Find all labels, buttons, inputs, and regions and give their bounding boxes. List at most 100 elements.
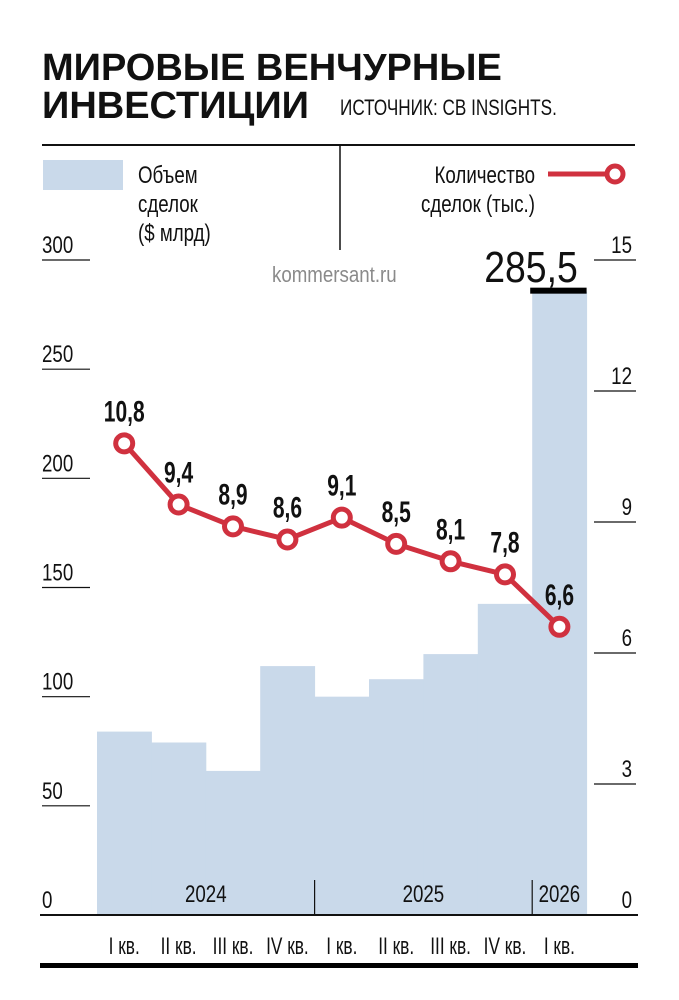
quarter-label: II кв.	[161, 933, 197, 959]
deals-data-label-group: 8,9	[218, 479, 247, 511]
title-line1: МИРОВЫЕ ВЕНЧУРНЫЕ	[42, 47, 502, 89]
left-tick-label: 200	[42, 450, 73, 477]
right-tick-label: 9	[622, 494, 632, 521]
legend-line-label-group: сделок (тыс.)	[421, 191, 535, 218]
year-label: 2026	[539, 881, 581, 908]
quarter-label-group: III кв.	[430, 933, 471, 959]
legend-line-label: сделок (тыс.)	[421, 191, 535, 218]
deals-data-label: 8,1	[436, 514, 465, 546]
quarter-label: IV кв.	[484, 933, 527, 959]
bar	[151, 742, 207, 915]
bar	[477, 603, 533, 915]
quarter-label: I кв.	[326, 933, 357, 959]
deals-point	[222, 515, 244, 538]
left-tick-label: 300	[42, 232, 73, 259]
deals-data-label: 8,6	[273, 492, 302, 524]
legend-bar-label: сделок	[138, 191, 198, 218]
right-tick-label: 6	[622, 625, 632, 652]
year-label-group: 2025	[403, 881, 445, 908]
title-line1-group: МИРОВЫЕ ВЕНЧУРНЫЕ	[42, 47, 502, 89]
deals-point	[494, 563, 516, 586]
deals-data-label-group: 9,1	[327, 470, 356, 502]
bar-highlight-cap	[530, 287, 587, 294]
legend-bar-label: ($ млрд)	[138, 220, 211, 247]
deals-data-label-group: 10,8	[104, 396, 145, 428]
deals-data-label: 9,4	[164, 457, 194, 489]
deals-data-label-group: 7,8	[490, 527, 519, 559]
right-tick-label: 0	[622, 887, 632, 914]
legend-bar-label: Объем	[138, 162, 198, 189]
deals-point	[439, 550, 462, 573]
deals-data-label-group: 9,4	[164, 457, 194, 489]
right-tick-label: 15	[611, 232, 632, 259]
right-tick-label-group: 6	[622, 625, 632, 652]
quarter-label-group: I кв.	[326, 933, 357, 959]
left-tick-label: 150	[42, 559, 73, 586]
deals-data-label-group: 8,6	[273, 492, 302, 524]
deals-data-label: 7,8	[490, 527, 519, 559]
deals-point	[385, 532, 408, 555]
quarter-label-group: IV кв.	[484, 933, 527, 959]
source-group: ИСТОЧНИК: CB INSIGHTS.	[340, 96, 557, 121]
legend-bar-label-group: сделок	[138, 191, 198, 218]
bar	[314, 696, 370, 915]
right-tick-label-group: 0	[622, 887, 632, 914]
deals-data-label-group: 8,1	[436, 514, 465, 546]
right-tick-label-group: 15	[611, 232, 632, 259]
left-tick-label: 0	[42, 887, 52, 914]
bar	[369, 679, 424, 915]
deals-data-label: 9,1	[327, 470, 356, 502]
quarter-label-group: IV кв.	[266, 933, 309, 959]
bar	[423, 654, 479, 915]
bottom-rule	[40, 963, 638, 968]
bar-highlight-label-group: 285,5	[484, 242, 578, 292]
legend-line-label-group: Количество	[434, 162, 535, 189]
quarter-label: III кв.	[213, 933, 254, 959]
quarter-label-group: I кв.	[544, 933, 575, 959]
deals-point	[276, 528, 299, 551]
year-label-group: 2024	[185, 881, 227, 908]
title-line2: ИНВЕСТИЦИИ	[42, 85, 309, 127]
bar	[260, 666, 316, 915]
deals-data-label-group: 6,6	[545, 579, 574, 611]
quarter-label: I кв.	[109, 933, 140, 959]
left-tick-label: 50	[42, 778, 63, 805]
deals-point	[548, 615, 571, 638]
bar	[97, 731, 152, 915]
right-tick-label-group: 12	[611, 363, 632, 390]
left-tick-label-group: 150	[42, 559, 73, 586]
source: ИСТОЧНИК: CB INSIGHTS.	[340, 96, 557, 121]
year-label-group: 2026	[539, 881, 581, 908]
deals-data-label-group: 8,5	[382, 496, 411, 528]
left-tick-label-group: 100	[42, 668, 73, 695]
title-line2-group: ИНВЕСТИЦИИ	[42, 85, 309, 127]
watermark: kommersant.ru	[272, 264, 397, 288]
right-tick-label: 12	[611, 363, 632, 390]
quarter-label-group: II кв.	[378, 933, 414, 959]
deals-point	[167, 493, 190, 516]
right-tick-label-group: 9	[622, 494, 632, 521]
quarter-label-group: II кв.	[161, 933, 197, 959]
legend-bar-swatch	[43, 160, 123, 190]
watermark-group: kommersant.ru	[272, 264, 397, 288]
quarter-label-group: I кв.	[109, 933, 140, 959]
left-tick-label-group: 200	[42, 450, 73, 477]
quarter-label: I кв.	[544, 933, 575, 959]
quarter-label: IV кв.	[266, 933, 309, 959]
left-tick-label-group: 50	[42, 778, 63, 805]
deals-data-label: 8,9	[218, 479, 247, 511]
bar-highlight-label: 285,5	[484, 242, 578, 292]
deals-point	[330, 506, 353, 529]
deals-data-label: 6,6	[545, 579, 574, 611]
quarter-label: III кв.	[430, 933, 471, 959]
deals-point	[113, 432, 136, 455]
left-tick-label: 250	[42, 341, 73, 368]
left-tick-label-group: 0	[42, 887, 52, 914]
quarter-label: II кв.	[378, 933, 414, 959]
legend-bar-label-group: Объем	[138, 162, 198, 189]
quarter-label-group: III кв.	[213, 933, 254, 959]
legend-line-label: Количество	[434, 162, 535, 189]
deals-data-label: 10,8	[104, 396, 145, 428]
deals-data-label: 8,5	[382, 496, 411, 528]
